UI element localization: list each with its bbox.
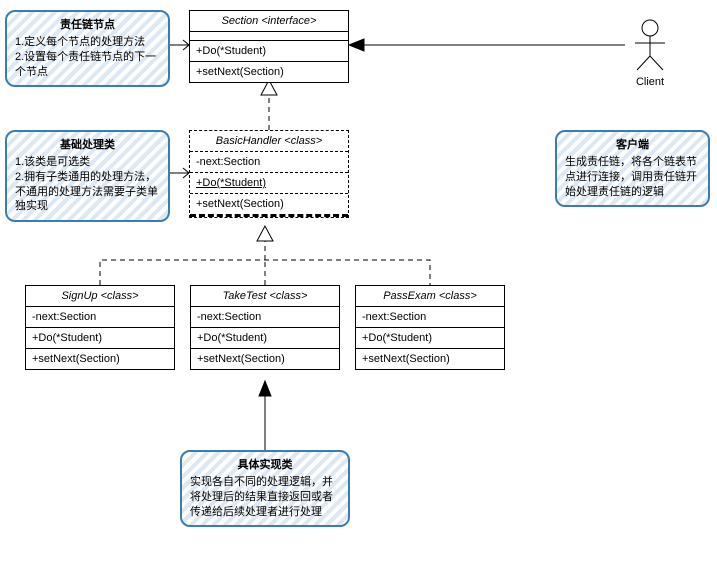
note-line: 1.该类是可选类 — [15, 155, 160, 170]
note-line: 1.定义每个节点的处理方法 — [15, 35, 160, 50]
note-line: 2.设置每个责任链节点的下一个节点 — [15, 50, 160, 80]
uml-title: PassExam <class> — [356, 286, 504, 307]
uml-method: +Do(*Student) — [356, 328, 504, 349]
note-title: 基础处理类 — [15, 138, 160, 153]
uml-method: +Do(*Student) — [191, 328, 339, 349]
uml-method: +setNext(Section) — [190, 194, 348, 217]
uml-attr: -next:Section — [191, 307, 339, 328]
uml-title: Section <interface> — [190, 11, 348, 32]
uml-title: BasicHandler <class> — [190, 131, 348, 152]
uml-interface-section: Section <interface> +Do(*Student) +setNe… — [189, 10, 349, 83]
note-line: 实现各自不同的处理逻辑，并将处理后的结果直接返回或者传递给后续处理者进行处理 — [190, 475, 340, 520]
uml-attr: -next:Section — [356, 307, 504, 328]
note-chain-node: 责任链节点 1.定义每个节点的处理方法 2.设置每个责任链节点的下一个节点 — [5, 10, 170, 87]
note-line: 生成责任链，将各个链表节点进行连接，调用责任链开始处理责任链的逻辑 — [565, 155, 700, 200]
actor-client: Client — [625, 18, 675, 88]
uml-class-taketest: TakeTest <class> -next:Section +Do(*Stud… — [190, 285, 340, 370]
uml-method: +setNext(Section) — [191, 349, 339, 369]
note-title: 责任链节点 — [15, 18, 160, 33]
uml-method: +Do(*Student) — [26, 328, 174, 349]
actor-icon — [625, 18, 675, 73]
uml-class-basichandler: BasicHandler <class> -next:Section +Do(*… — [189, 130, 349, 218]
note-title: 具体实现类 — [190, 458, 340, 473]
uml-method: +setNext(Section) — [356, 349, 504, 369]
uml-title: SignUp <class> — [26, 286, 174, 307]
uml-method: +setNext(Section) — [190, 62, 348, 82]
note-basic-handler: 基础处理类 1.该类是可选类 2.拥有子类通用的处理方法，不通用的处理方法需要子… — [5, 130, 170, 222]
note-concrete: 具体实现类 实现各自不同的处理逻辑，并将处理后的结果直接返回或者传递给后续处理者… — [180, 450, 350, 527]
uml-abs-method: +Do(*Student) — [190, 173, 348, 194]
note-title: 客户端 — [565, 138, 700, 153]
note-line: 2.拥有子类通用的处理方法，不通用的处理方法需要子类单独实现 — [15, 170, 160, 215]
uml-attr: -next:Section — [190, 152, 348, 173]
note-client: 客户端 生成责任链，将各个链表节点进行连接，调用责任链开始处理责任链的逻辑 — [555, 130, 710, 207]
uml-empty-attrs — [190, 32, 348, 41]
uml-class-signup: SignUp <class> -next:Section +Do(*Studen… — [25, 285, 175, 370]
uml-class-passexam: PassExam <class> -next:Section +Do(*Stud… — [355, 285, 505, 370]
uml-attr: -next:Section — [26, 307, 174, 328]
uml-method: +setNext(Section) — [26, 349, 174, 369]
uml-title: TakeTest <class> — [191, 286, 339, 307]
uml-method: +Do(*Student) — [190, 41, 348, 62]
actor-label: Client — [625, 76, 675, 88]
